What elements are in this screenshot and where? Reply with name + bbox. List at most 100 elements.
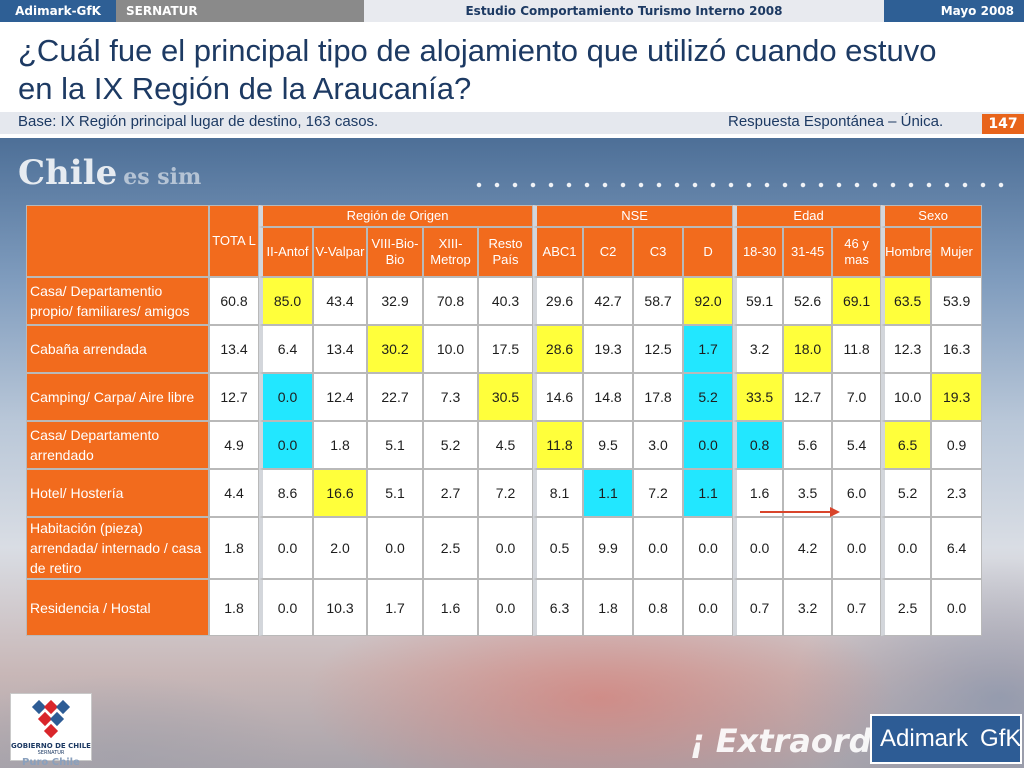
value-cell: 0.0 <box>367 517 423 579</box>
value-cell: 28.6 <box>533 325 584 373</box>
header-group: Edad <box>733 205 882 227</box>
value-cell: 5.4 <box>832 421 882 469</box>
value-cell: 7.3 <box>423 373 478 421</box>
value-cell: 1.7 <box>683 325 734 373</box>
header-column: C3 <box>633 227 684 277</box>
value-cell: 0.0 <box>931 579 983 636</box>
adimark-gfk-logo: Adimark GfK <box>870 714 1022 764</box>
value-cell: 1.8 <box>313 421 367 469</box>
value-cell: 4.2 <box>783 517 833 579</box>
top-bar: Adimark-GfK SERNATUR Estudio Comportamie… <box>0 0 1024 22</box>
table-row: Hotel/ Hostería 4.4 8.6 16.6 5.1 2.7 7.2 8.1 1.1… <box>26 469 983 517</box>
header-corner <box>26 205 209 277</box>
value-cell: 11.8 <box>533 421 584 469</box>
value-cell: 14.6 <box>533 373 584 421</box>
value-cell: 42.7 <box>583 277 634 325</box>
value-cell: 0.0 <box>683 421 734 469</box>
value-cell: 0.9 <box>931 421 983 469</box>
arrow-annotation <box>760 507 840 517</box>
value-cell: 52.6 <box>783 277 833 325</box>
value-cell: 0.5 <box>533 517 584 579</box>
header-column: ABC1 <box>533 227 584 277</box>
value-cell: 85.0 <box>259 277 313 325</box>
total-cell: 1.8 <box>209 579 259 636</box>
value-cell: 6.4 <box>931 517 983 579</box>
header-group: NSE <box>533 205 734 227</box>
value-cell: 10.0 <box>423 325 478 373</box>
total-cell: 13.4 <box>209 325 259 373</box>
value-cell: 1.7 <box>367 579 423 636</box>
value-cell: 59.1 <box>733 277 784 325</box>
value-cell: 12.3 <box>881 325 932 373</box>
table-row: Casa/ Departamento arrendado 4.9 0.0 1.8 5.1… <box>26 421 983 469</box>
puro-chile-text: Puro Chile <box>22 757 80 768</box>
value-cell: 6.0 <box>832 469 882 517</box>
header-column: Resto País <box>478 227 534 277</box>
header-group: Región de Origen <box>259 205 534 227</box>
base-note: Base: IX Región principal lugar de desti… <box>18 113 379 130</box>
value-cell: 2.7 <box>423 469 478 517</box>
value-cell: 92.0 <box>683 277 734 325</box>
value-cell: 17.8 <box>633 373 684 421</box>
value-cell: 30.2 <box>367 325 423 373</box>
header-column: 18-30 <box>733 227 784 277</box>
top-bar-study: Estudio Comportamiento Turismo Interno 2… <box>364 0 884 22</box>
total-cell: 4.4 <box>209 469 259 517</box>
value-cell: 18.0 <box>783 325 833 373</box>
top-bar-client: SERNATUR <box>116 0 364 22</box>
table-row: Camping/ Carpa/ Aire libre 12.7 0.0 12.4 22.… <box>26 373 983 421</box>
value-cell: 5.1 <box>367 469 423 517</box>
slide-header: ¿Cuál fue el principal tipo de alojamien… <box>0 22 1024 138</box>
background-dots <box>470 176 1010 194</box>
value-cell: 14.8 <box>583 373 634 421</box>
value-cell: 17.5 <box>478 325 534 373</box>
value-cell: 32.9 <box>367 277 423 325</box>
value-cell: 0.0 <box>832 517 882 579</box>
total-cell: 1.8 <box>209 517 259 579</box>
table-row: Cabaña arrendada 13.4 6.4 13.4 30.2 10.0 17.5 2… <box>26 325 983 373</box>
header-column: Mujer <box>931 227 983 277</box>
value-cell: 7.2 <box>633 469 684 517</box>
top-bar-brand: Adimark-GfK <box>0 0 116 22</box>
row-label: Casa/ Departamento arrendado <box>26 421 209 469</box>
header-column: C2 <box>583 227 634 277</box>
value-cell: 63.5 <box>881 277 932 325</box>
value-cell: 0.0 <box>478 517 534 579</box>
background-chile-watermark: Chile es sim <box>18 153 202 193</box>
value-cell: 8.1 <box>533 469 584 517</box>
subtitle-strip <box>0 112 1024 134</box>
value-cell: 5.2 <box>881 469 932 517</box>
value-cell: 19.3 <box>931 373 983 421</box>
page-number-badge: 147 <box>982 114 1024 134</box>
value-cell: 16.3 <box>931 325 983 373</box>
response-type-note: Respuesta Espontánea – Única. <box>728 113 944 130</box>
value-cell: 30.5 <box>478 373 534 421</box>
value-cell: 29.6 <box>533 277 584 325</box>
value-cell: 8.6 <box>259 469 313 517</box>
value-cell: 0.0 <box>733 517 784 579</box>
header-column: 31-45 <box>783 227 833 277</box>
total-cell: 60.8 <box>209 277 259 325</box>
value-cell: 0.7 <box>733 579 784 636</box>
gobierno-de-chile-logo: GOBIERNO DE CHILE SERNATUR <box>10 693 92 761</box>
value-cell: 4.5 <box>478 421 534 469</box>
value-cell: 5.2 <box>423 421 478 469</box>
value-cell: 13.4 <box>313 325 367 373</box>
header-column: XIII-Metrop <box>423 227 478 277</box>
value-cell: 6.5 <box>881 421 932 469</box>
total-cell: 12.7 <box>209 373 259 421</box>
header-column: II-Antof <box>259 227 313 277</box>
results-table: TOTA L Región de Origen NSE Edad Sexo II-Anto… <box>26 205 983 636</box>
table-row: Habitación (pieza) arrendada/ internado … <box>26 517 983 579</box>
value-cell: 70.8 <box>423 277 478 325</box>
value-cell: 0.0 <box>259 579 313 636</box>
header-column: V-Valpar <box>313 227 367 277</box>
value-cell: 1.6 <box>423 579 478 636</box>
header-group: Sexo <box>881 205 983 227</box>
value-cell: 2.5 <box>423 517 478 579</box>
chile-shield-icon <box>31 700 71 739</box>
gobierno-text: GOBIERNO DE CHILE <box>11 742 91 750</box>
value-cell: 1.6 <box>733 469 784 517</box>
header-column: VIII-Bio-Bio <box>367 227 423 277</box>
value-cell: 2.5 <box>881 579 932 636</box>
